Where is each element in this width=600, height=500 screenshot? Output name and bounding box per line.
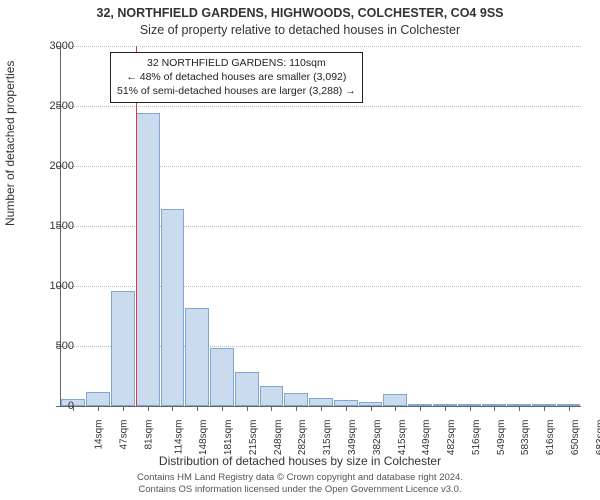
xtick-mark — [371, 406, 372, 411]
xtick-label: 282sqm — [298, 420, 309, 456]
xtick-label: 81sqm — [143, 420, 154, 450]
xtick-label: 549sqm — [496, 420, 507, 456]
xtick-label: 47sqm — [119, 420, 130, 450]
xtick-mark — [321, 406, 322, 411]
xtick-mark — [296, 406, 297, 411]
xtick-label: 382sqm — [372, 420, 383, 456]
xtick-mark — [271, 406, 272, 411]
histogram-bar — [383, 394, 407, 406]
histogram-bar — [235, 372, 259, 406]
xtick-mark — [98, 406, 99, 411]
ytick-label: 1000 — [34, 280, 74, 292]
xtick-label: 415sqm — [397, 420, 408, 456]
xtick-label: 516sqm — [471, 420, 482, 456]
xtick-label: 315sqm — [322, 420, 333, 456]
xtick-mark — [346, 406, 347, 411]
xtick-mark — [123, 406, 124, 411]
xtick-mark — [247, 406, 248, 411]
info-line1: 32 NORTHFIELD GARDENS: 110sqm — [117, 56, 356, 70]
xtick-mark — [395, 406, 396, 411]
xtick-mark — [172, 406, 173, 411]
chart-container: 32, NORTHFIELD GARDENS, HIGHWOODS, COLCH… — [0, 0, 600, 500]
xtick-mark — [569, 406, 570, 411]
xtick-label: 248sqm — [273, 420, 284, 456]
xtick-mark — [470, 406, 471, 411]
xtick-label: 181sqm — [223, 420, 234, 456]
footer-credits: Contains HM Land Registry data © Crown c… — [0, 472, 600, 496]
histogram-bar — [111, 291, 135, 406]
histogram-bar — [210, 348, 234, 406]
info-line3: 51% of semi-detached houses are larger (… — [117, 84, 356, 98]
ytick-label: 3000 — [34, 40, 74, 52]
grid-line — [61, 106, 581, 107]
title-subtitle: Size of property relative to detached ho… — [0, 23, 600, 37]
grid-line — [61, 46, 581, 47]
xtick-label: 650sqm — [570, 420, 581, 456]
xtick-label: 583sqm — [520, 420, 531, 456]
ytick-label: 500 — [34, 340, 74, 352]
xtick-label: 449sqm — [421, 420, 432, 456]
histogram-bar — [260, 386, 284, 406]
title-address: 32, NORTHFIELD GARDENS, HIGHWOODS, COLCH… — [0, 6, 600, 20]
xtick-mark — [222, 406, 223, 411]
xtick-mark — [519, 406, 520, 411]
ytick-label: 2000 — [34, 160, 74, 172]
histogram-bar — [161, 209, 185, 406]
ytick-label: 2500 — [34, 100, 74, 112]
xtick-label: 114sqm — [173, 420, 184, 455]
histogram-bar — [284, 393, 308, 406]
footer-line2: Contains OS information licensed under t… — [138, 484, 461, 495]
histogram-bar — [309, 398, 333, 406]
y-axis-label: Number of detached properties — [3, 61, 17, 226]
xtick-mark — [494, 406, 495, 411]
ytick-label: 0 — [34, 400, 74, 412]
xtick-label: 616sqm — [545, 420, 556, 456]
histogram-bar — [185, 308, 209, 406]
info-box: 32 NORTHFIELD GARDENS: 110sqm← 48% of de… — [110, 52, 363, 103]
xtick-mark — [420, 406, 421, 411]
xtick-label: 482sqm — [446, 420, 457, 456]
histogram-bar — [136, 113, 160, 406]
histogram-bar — [86, 392, 110, 406]
x-axis-label: Distribution of detached houses by size … — [0, 454, 600, 468]
xtick-label: 349sqm — [347, 420, 358, 456]
info-line2: ← 48% of detached houses are smaller (3,… — [117, 70, 356, 84]
footer-line1: Contains HM Land Registry data © Crown c… — [137, 472, 463, 483]
xtick-mark — [544, 406, 545, 411]
xtick-mark — [148, 406, 149, 411]
xtick-label: 148sqm — [199, 420, 210, 456]
xtick-label: 14sqm — [94, 420, 105, 450]
xtick-label: 683sqm — [595, 420, 600, 456]
ytick-label: 1500 — [34, 220, 74, 232]
xtick-mark — [197, 406, 198, 411]
xtick-label: 215sqm — [248, 420, 259, 456]
xtick-mark — [445, 406, 446, 411]
